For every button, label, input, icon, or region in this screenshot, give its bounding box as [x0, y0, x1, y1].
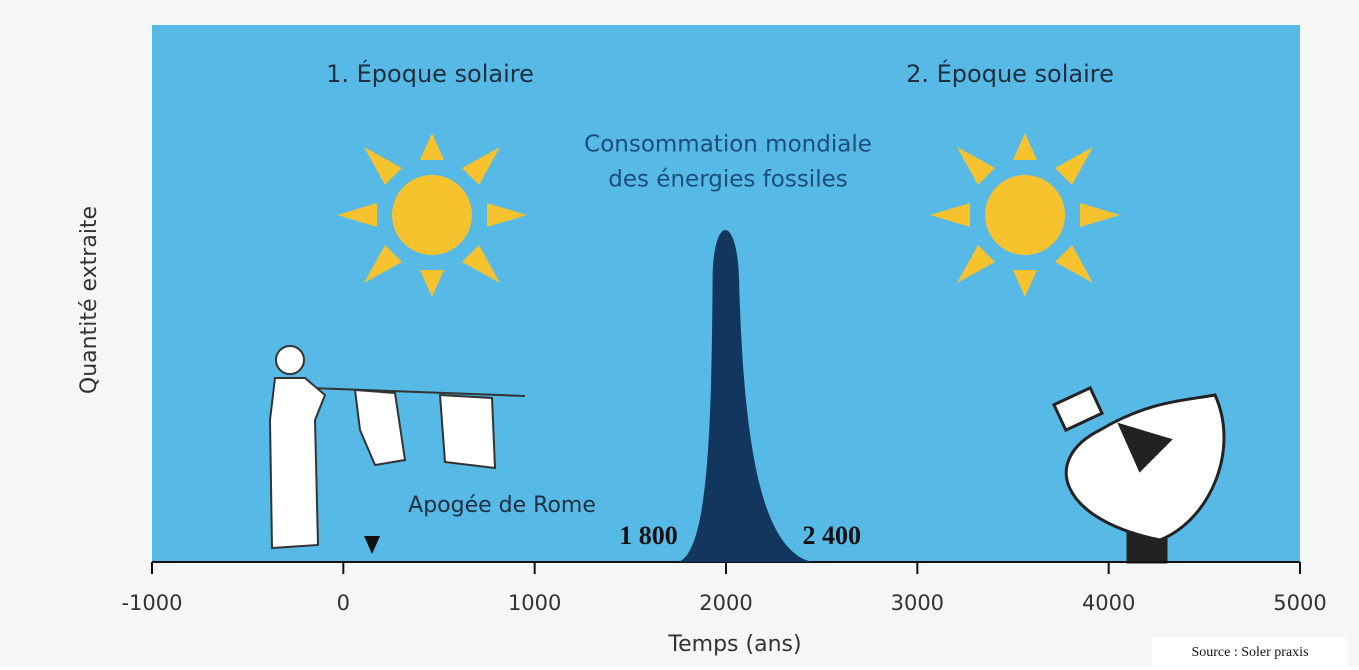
range-label: 2 400 [803, 521, 862, 550]
epoch-label: 1. Époque solaire [326, 59, 534, 88]
x-tick-label: -1000 [121, 591, 182, 615]
x-tick-label: 3000 [891, 591, 944, 615]
range-label: 1 800 [619, 521, 678, 550]
source-note: Source : Soler praxis [1191, 645, 1308, 660]
x-tick-label: 0 [337, 591, 350, 615]
annotation-marker [364, 536, 381, 554]
annotation-label: Apogée de Rome [408, 493, 596, 518]
source-box [1152, 638, 1348, 666]
woman-illustration [268, 345, 526, 550]
solar-dish-illustration [1051, 385, 1226, 564]
peak-area [678, 230, 813, 562]
x-tick-label: 2000 [699, 591, 752, 615]
x-tick-label: 1000 [508, 591, 561, 615]
x-axis-label: Temps (ans) [667, 632, 801, 657]
x-tick-label: 4000 [1082, 591, 1135, 615]
epoch-label: 2. Époque solaire [906, 59, 1114, 88]
y-axis-label: Quantité extraite [77, 206, 102, 394]
peak-label: Consommation mondiale [584, 132, 872, 158]
peak-label: des énergies fossiles [608, 167, 847, 193]
x-tick-label: 5000 [1273, 591, 1326, 615]
